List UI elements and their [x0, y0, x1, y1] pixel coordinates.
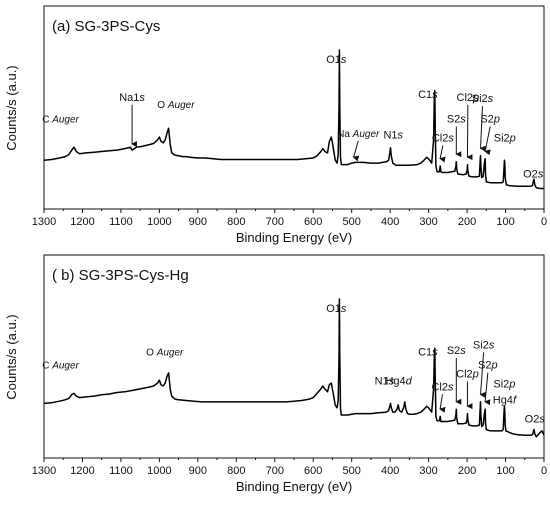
x-tick-label: 800 [227, 216, 245, 228]
x-tick-label: 1300 [32, 216, 56, 228]
peak-label-o-auger: O Auger [157, 100, 195, 111]
peak-label-si2s: Si2s [473, 339, 495, 351]
x-tick-label: 800 [227, 465, 245, 477]
x-tick-label: 500 [343, 465, 361, 477]
spectrum-line [43, 298, 545, 438]
peak-label-si2s: Si2s [472, 93, 494, 105]
panel-title: (a) SG-3PS-Cys [52, 18, 160, 35]
x-tick-label: 900 [189, 465, 207, 477]
peak-label-s2s: S2s [447, 114, 466, 126]
peak-label-c1s: C1s [418, 89, 438, 101]
x-tick-label: 900 [189, 216, 207, 228]
peak-arrow-cl2s [439, 145, 446, 163]
x-tick-label: 600 [304, 216, 322, 228]
chart-panel-a: 1300 1200 1100 1000 900 800 700 600 500 400 300 200… [4, 5, 547, 245]
peak-label-cl2s: Cl2s [432, 132, 455, 144]
peak-label-s2p: S2p [478, 360, 498, 372]
x-tick-label: 0 [541, 216, 547, 228]
x-tick-label: 300 [419, 216, 437, 228]
chart-panel-b: 1300 1200 1100 1000 900 800 700 600 500 400 300 200… [4, 254, 547, 494]
plot-frame [43, 254, 545, 459]
x-tick-label: 1300 [32, 465, 56, 477]
peak-label-c1s: C1s [418, 347, 438, 359]
peak-label-na-auger: Na Auger [337, 129, 380, 140]
y-axis-label: Counts/s (a.u.) [4, 65, 19, 150]
peak-label-cl2p: Cl2p [456, 368, 479, 380]
peak-label-n1s: N1s [375, 376, 395, 388]
spectrum-line [43, 49, 544, 190]
x-tick-label: 300 [419, 465, 437, 477]
peak-label-cl2p: Cl2p [457, 92, 480, 104]
peak-label-na1s: Na1s [119, 92, 145, 104]
x-axis-label: Binding Energy (eV) [236, 230, 352, 245]
peak-label-o2s: O2s [523, 169, 544, 181]
x-tick-label: 100 [496, 465, 514, 477]
peak-label-o2s: O2s [525, 413, 546, 425]
x-tick-label: 1000 [147, 465, 171, 477]
peak-label-c-auger: C Auger [42, 115, 79, 126]
peak-label-o1s: O1s [326, 54, 347, 66]
x-tick-label: 1100 [109, 216, 133, 228]
peak-label-c-auger: C Auger [42, 361, 79, 372]
plot-frame [43, 5, 545, 210]
x-axis-label: Binding Energy (eV) [236, 479, 352, 494]
peak-label-s2p: S2p [480, 114, 500, 126]
peak-arrow-s2p [484, 372, 491, 406]
x-tick-label: 1200 [70, 465, 94, 477]
x-tick-label: 100 [496, 216, 514, 228]
x-tick-label: 200 [458, 465, 476, 477]
peak-label-si2p: Si2p [494, 132, 516, 144]
peak-label-n1s: N1s [383, 129, 403, 141]
x-tick-label: 400 [381, 216, 399, 228]
x-tick-label: 1200 [70, 216, 94, 228]
peak-label-cl2s: Cl2s [431, 381, 454, 393]
peak-label-o1s: O1s [326, 303, 347, 315]
peak-label-s2s: S2s [447, 345, 466, 357]
x-tick-label: 600 [304, 465, 322, 477]
x-tick-label: 200 [458, 216, 476, 228]
peak-label-o-auger: O Auger [146, 348, 184, 359]
peak-label-hg4f: Hg4f [493, 394, 517, 406]
x-tick-label: 0 [541, 465, 547, 477]
peak-arrow-si2s [479, 106, 486, 152]
peak-arrow-si2s [479, 352, 486, 398]
x-tick-label: 500 [343, 216, 361, 228]
panel-title: ( b) SG-3PS-Cys-Hg [52, 267, 189, 284]
x-tick-label: 1100 [109, 465, 133, 477]
peak-label-si2p: Si2p [493, 378, 515, 390]
peak-label-hg4d: Hg4d [385, 376, 412, 388]
x-tick-label: 700 [266, 216, 284, 228]
x-tick-label: 1000 [147, 216, 171, 228]
x-tick-label: 400 [381, 465, 399, 477]
x-tick-label: 700 [266, 465, 284, 477]
peak-arrow-na-auger [352, 140, 360, 162]
y-axis-label: Counts/s (a.u.) [4, 314, 19, 399]
peak-arrow-s2p [484, 126, 491, 156]
peak-arrow-cl2s [439, 394, 446, 413]
